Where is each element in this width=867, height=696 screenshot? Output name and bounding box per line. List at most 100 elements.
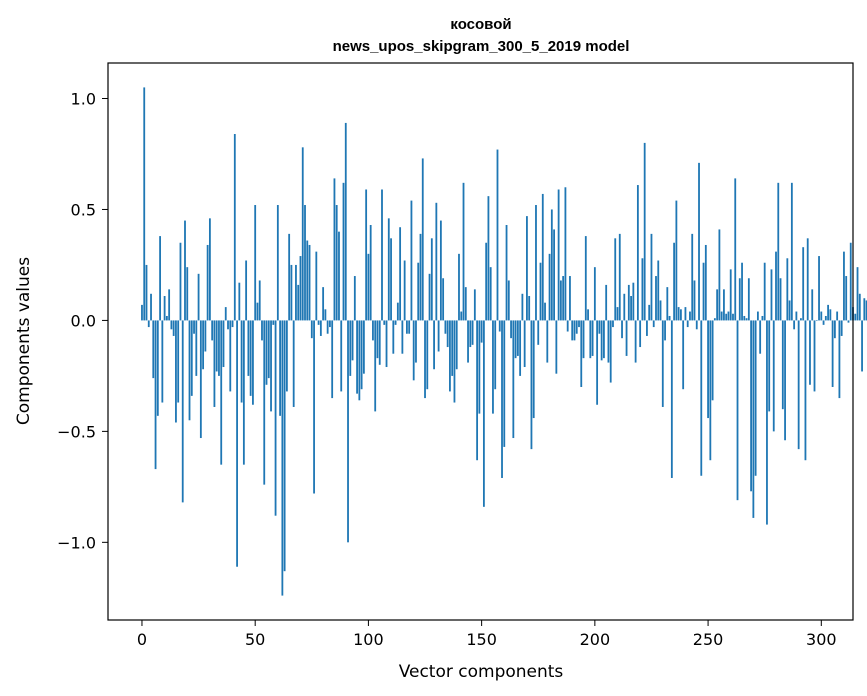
bar-136 bbox=[449, 320, 451, 392]
bar-261 bbox=[732, 313, 734, 321]
bar-96 bbox=[358, 320, 361, 401]
bar-92 bbox=[349, 320, 352, 376]
bar-237 bbox=[677, 307, 680, 321]
bar-283 bbox=[781, 320, 784, 410]
bar-199 bbox=[591, 320, 594, 356]
bar-53 bbox=[261, 320, 263, 341]
bar-21 bbox=[188, 320, 191, 421]
bar-12 bbox=[168, 289, 171, 321]
bar-87 bbox=[338, 231, 340, 321]
bar-34 bbox=[218, 320, 220, 376]
bar-141 bbox=[460, 311, 463, 321]
bar-196 bbox=[584, 236, 587, 321]
bar-215 bbox=[627, 284, 630, 321]
bar-9 bbox=[161, 320, 164, 403]
bar-32 bbox=[213, 320, 216, 407]
bar-287 bbox=[790, 182, 793, 321]
bar-227 bbox=[655, 276, 657, 321]
bar-305 bbox=[831, 320, 834, 387]
x-axis-label: Vector components bbox=[399, 662, 564, 682]
bar-246 bbox=[698, 162, 700, 321]
bar-277 bbox=[768, 320, 771, 412]
bar-201 bbox=[596, 320, 599, 405]
bar-95 bbox=[356, 320, 358, 394]
bar-103 bbox=[374, 320, 377, 412]
bar-125 bbox=[424, 320, 426, 399]
bar-284 bbox=[784, 320, 786, 441]
bar-309 bbox=[840, 320, 843, 336]
bar-76 bbox=[313, 320, 315, 494]
bar-213 bbox=[623, 293, 626, 321]
bar-60 bbox=[276, 205, 279, 321]
bar-179 bbox=[546, 320, 549, 363]
bar-99 bbox=[365, 189, 368, 321]
bar-299 bbox=[818, 256, 820, 321]
bar-164 bbox=[512, 320, 515, 439]
bar-247 bbox=[700, 320, 703, 476]
bar-293 bbox=[804, 320, 807, 461]
bar-93 bbox=[351, 320, 354, 361]
bar-106 bbox=[381, 189, 383, 321]
bar-253 bbox=[713, 318, 716, 321]
bar-180 bbox=[548, 253, 551, 321]
bar-276 bbox=[766, 320, 768, 525]
bar-59 bbox=[274, 320, 277, 516]
bar-6 bbox=[154, 320, 157, 470]
bar-70 bbox=[299, 256, 302, 321]
bar-308 bbox=[838, 320, 841, 399]
bar-178 bbox=[544, 302, 546, 321]
bar-313 bbox=[849, 242, 852, 321]
bar-182 bbox=[553, 229, 555, 321]
bar-157 bbox=[496, 149, 499, 321]
bar-40 bbox=[231, 320, 234, 328]
bar-67 bbox=[292, 320, 295, 407]
bar-255 bbox=[718, 229, 721, 321]
bar-147 bbox=[473, 289, 476, 321]
bar-63 bbox=[283, 320, 286, 572]
bar-216 bbox=[630, 296, 632, 321]
bar-232 bbox=[666, 287, 669, 321]
bar-243 bbox=[691, 233, 694, 321]
bar-312 bbox=[847, 320, 850, 323]
bar-306 bbox=[833, 320, 836, 339]
bar-83 bbox=[329, 320, 331, 328]
bar-191 bbox=[573, 320, 576, 341]
bar-145 bbox=[469, 320, 472, 348]
bar-49 bbox=[252, 320, 254, 405]
bar-112 bbox=[394, 320, 397, 325]
bar-259 bbox=[727, 311, 730, 321]
bar-43 bbox=[238, 282, 241, 321]
bar-211 bbox=[618, 233, 621, 321]
bar-245 bbox=[695, 320, 698, 330]
bar-82 bbox=[326, 320, 329, 334]
bar-51 bbox=[256, 302, 259, 321]
bar-235 bbox=[673, 242, 676, 321]
bar-209 bbox=[614, 238, 617, 321]
bar-161 bbox=[505, 225, 508, 321]
bar-66 bbox=[290, 264, 293, 321]
bar-318 bbox=[861, 320, 863, 372]
bar-296 bbox=[811, 289, 814, 321]
bar-212 bbox=[621, 320, 623, 339]
bar-71 bbox=[301, 147, 304, 321]
bar-221 bbox=[641, 258, 644, 321]
bar-150 bbox=[480, 320, 483, 343]
bar-281 bbox=[777, 182, 780, 321]
bar-115 bbox=[401, 320, 404, 354]
bar-130 bbox=[435, 202, 438, 321]
bar-171 bbox=[528, 296, 531, 321]
bar-187 bbox=[564, 187, 567, 321]
bar-229 bbox=[659, 300, 662, 321]
bar-286 bbox=[788, 300, 791, 321]
bar-144 bbox=[467, 320, 469, 363]
chart-title-line1: косовой bbox=[450, 16, 511, 33]
bar-38 bbox=[227, 320, 229, 330]
bar-279 bbox=[772, 320, 775, 432]
y-tick-label: −1.0 bbox=[57, 533, 96, 552]
bar-270 bbox=[752, 320, 755, 518]
bar-266 bbox=[743, 315, 746, 321]
bar-149 bbox=[478, 320, 481, 414]
bar-23 bbox=[193, 320, 195, 334]
bar-275 bbox=[763, 262, 766, 321]
